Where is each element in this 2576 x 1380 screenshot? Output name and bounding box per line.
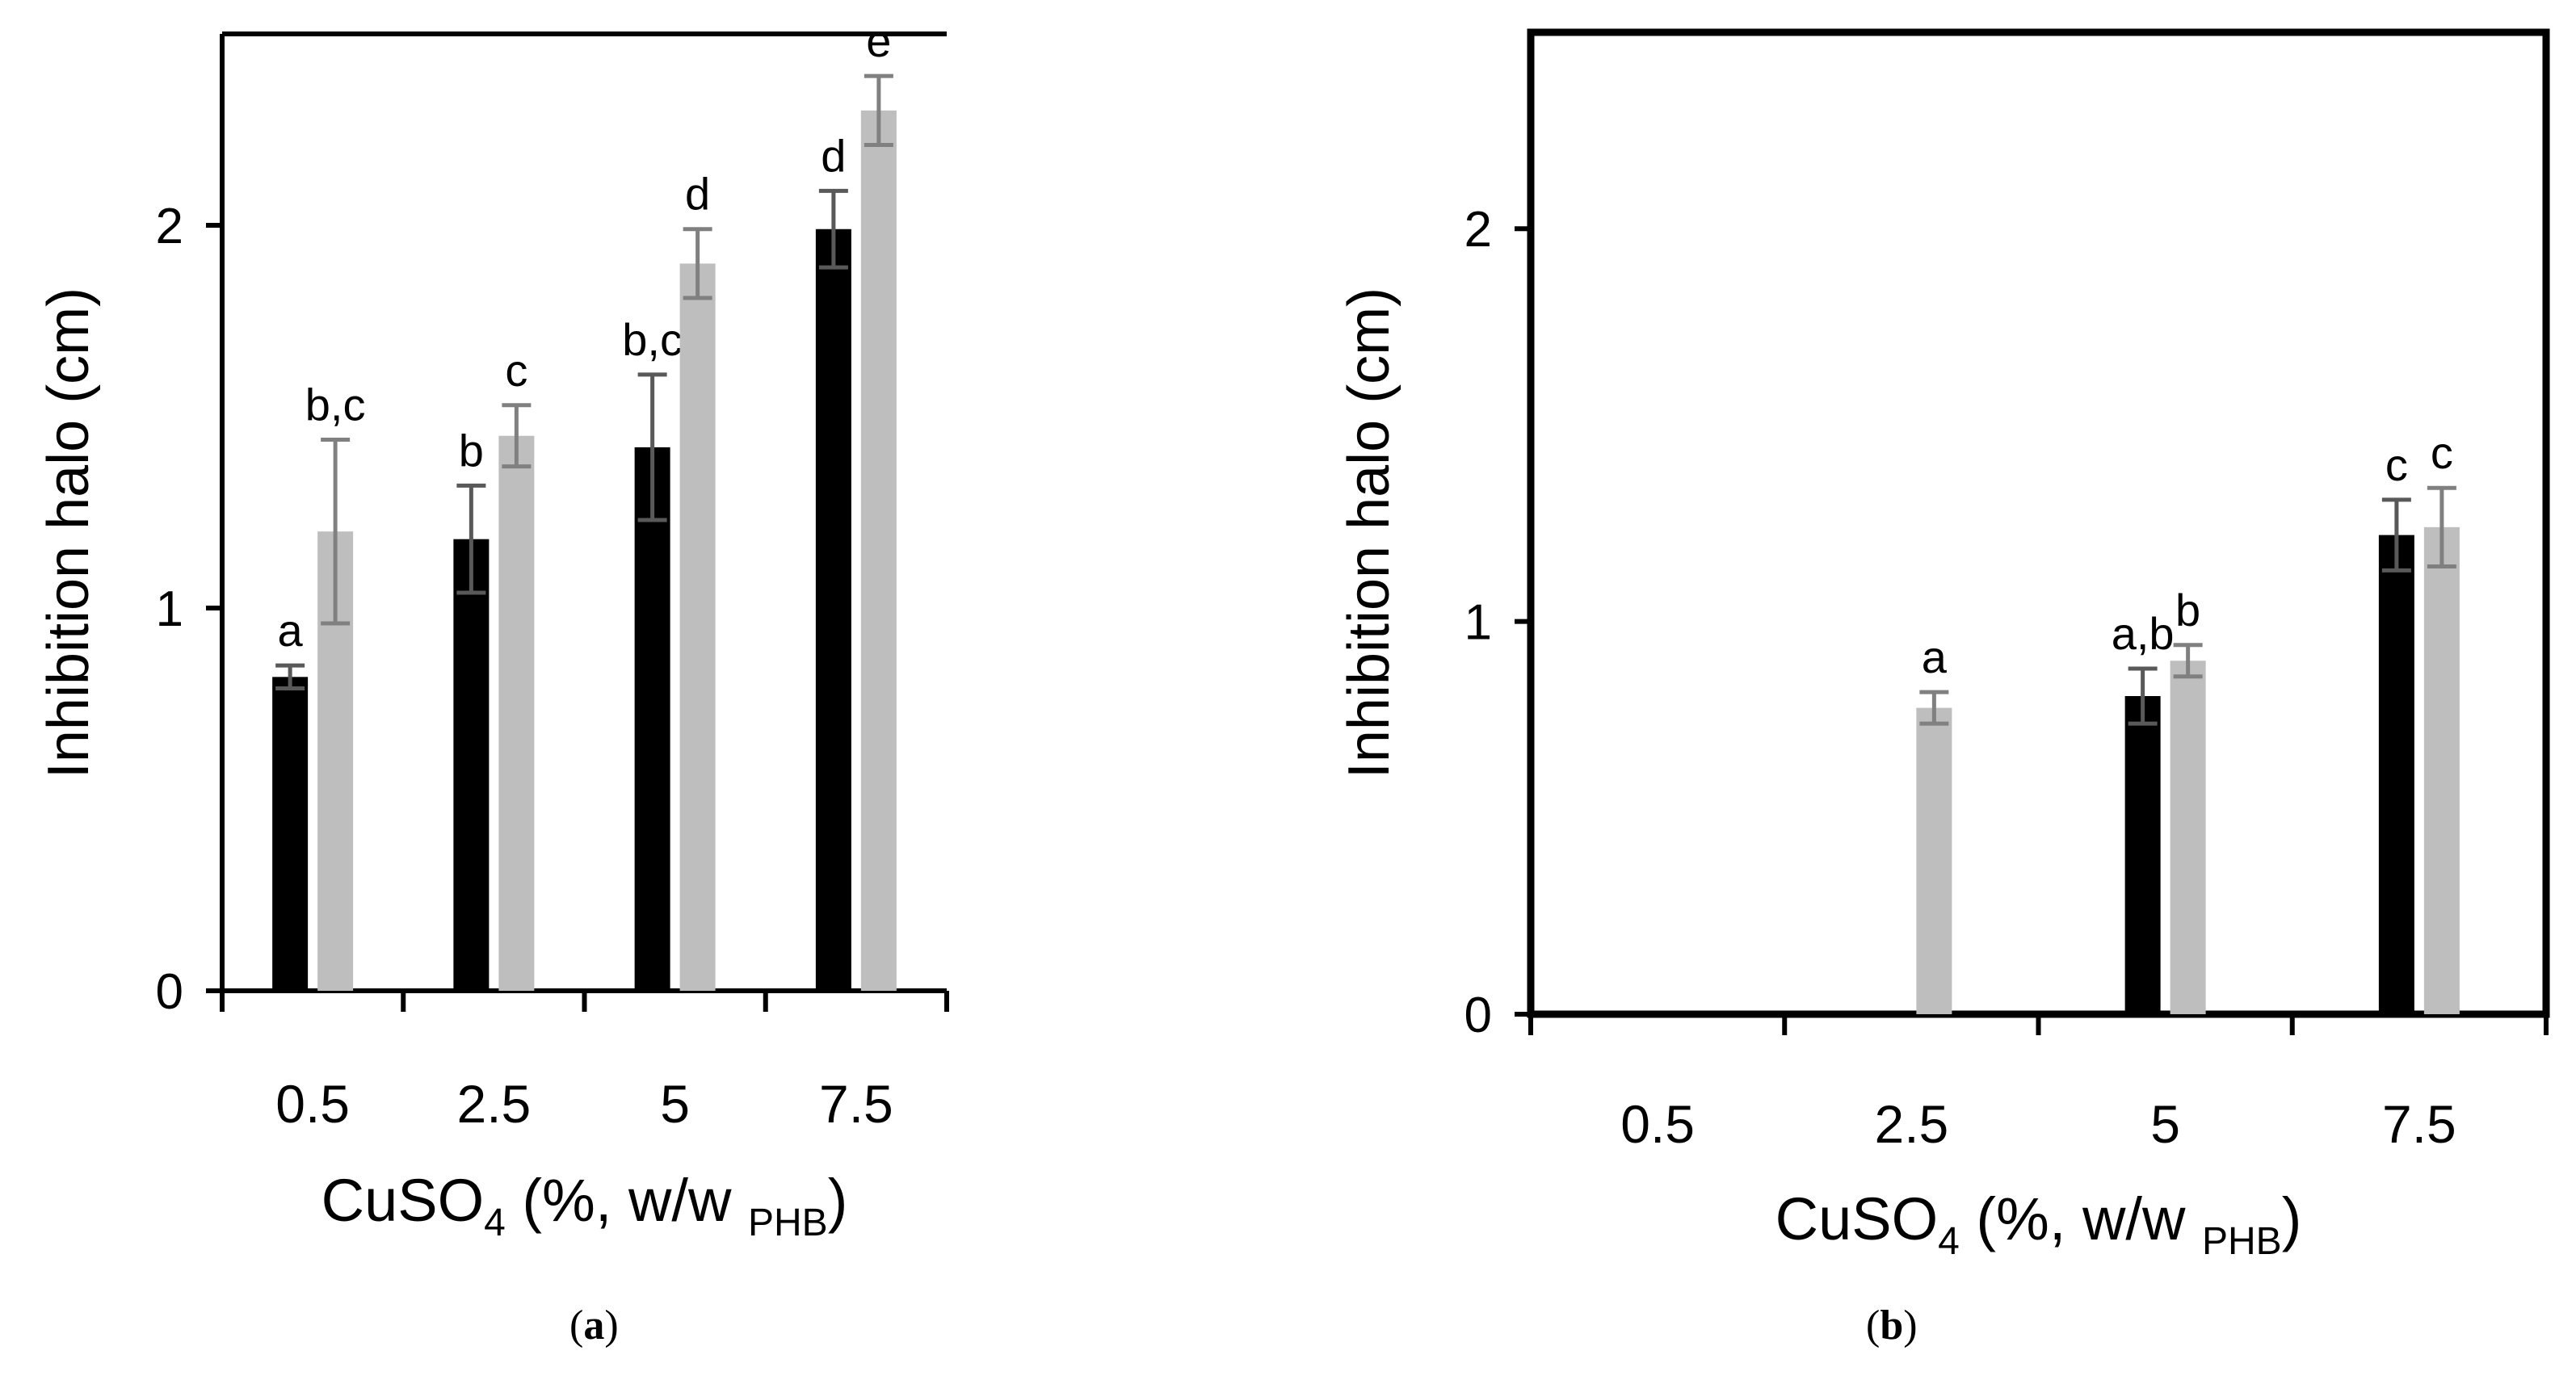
panel-b-caption: (b) [1866,1302,1918,1349]
y-tick-label: 1 [156,581,183,637]
panel-a-caption-letter: a [583,1302,605,1349]
x-axis-label: CuSO4 (%, w/w PHB) [321,1167,848,1244]
y-tick-label: 2 [1464,202,1492,258]
chart-panel-b: 0 1 2 0.5 2.5 5 7.5 a,b c a b c Inhibition halo (cm)… [1337,28,2550,1263]
x-tick-label: 5 [660,1074,690,1134]
significance-label: a,b [2112,608,2175,659]
bar-light-2.5 [1916,707,1952,1014]
panel-b-caption-letter: b [1880,1302,1904,1349]
significance-label: c [2385,439,2408,490]
x-tick-label: 0.5 [1620,1094,1695,1154]
x-tick-label: 2.5 [1875,1094,1949,1154]
bar-light-7.5 [860,110,897,991]
bar-dark-5 [2124,696,2161,1014]
bar-dark-7.5 [2378,535,2414,1014]
significance-label: e [866,15,891,66]
x-tick-label: 7.5 [819,1074,893,1134]
significance-label: d [821,130,846,181]
significance-label: d [685,169,710,220]
x-axis-label-subscript: 4 [484,1202,506,1244]
significance-label: a [278,605,304,656]
y-tick-label: 1 [1464,595,1492,651]
significance-label: b,c [622,314,683,365]
x-axis-label-part: CuSO [321,1167,485,1234]
x-axis-label-subscript: PHB [2202,1220,2282,1263]
chart-panel-a: 0 1 2 0.5 2.5 5 7.5 a b b,c d b,c c d e Inhibition halo… [36,15,949,1244]
x-tick-label: 2.5 [457,1074,532,1134]
bar-light-5 [679,263,716,991]
bar-dark-2.5 [453,539,490,991]
significance-label: c [505,345,527,396]
x-axis-label-part: ) [828,1167,848,1234]
significance-label: a [1922,631,1948,682]
y-tick-label: 0 [156,964,183,1020]
y-tick-label: 0 [1464,988,1492,1043]
significance-label: c [2431,427,2453,478]
bar-light-5 [2170,661,2206,1014]
significance-label: b [459,425,484,476]
bar-dark-0.5 [272,677,309,991]
x-axis-label-part: (%, w/w [1960,1185,2202,1252]
x-axis-label-subscript: 4 [1938,1220,1960,1263]
x-axis-label-subscript: PHB [748,1202,828,1244]
y-axis-label: Inhibition halo (cm) [1337,287,1401,778]
bar-dark-7.5 [815,229,851,991]
bar-light-2.5 [498,435,535,991]
significance-label: b [2175,585,2200,635]
x-axis-label-part: ) [2282,1185,2302,1252]
x-axis-label-part: (%, w/w [506,1167,748,1234]
panel-a-caption: (a) [569,1302,619,1349]
x-axis-label-part: CuSO [1775,1185,1939,1252]
x-axis-label: CuSO4 (%, w/w PHB) [1775,1185,2302,1263]
bar-dark-5 [634,447,670,991]
bar-light-7.5 [2423,526,2460,1014]
x-tick-label: 7.5 [2382,1094,2456,1154]
significance-label: b,c [305,379,366,430]
x-tick-label: 5 [2150,1094,2180,1154]
x-tick-label: 0.5 [275,1074,350,1134]
y-axis-label: Inhibition halo (cm) [36,287,101,778]
y-tick-label: 2 [156,199,183,254]
